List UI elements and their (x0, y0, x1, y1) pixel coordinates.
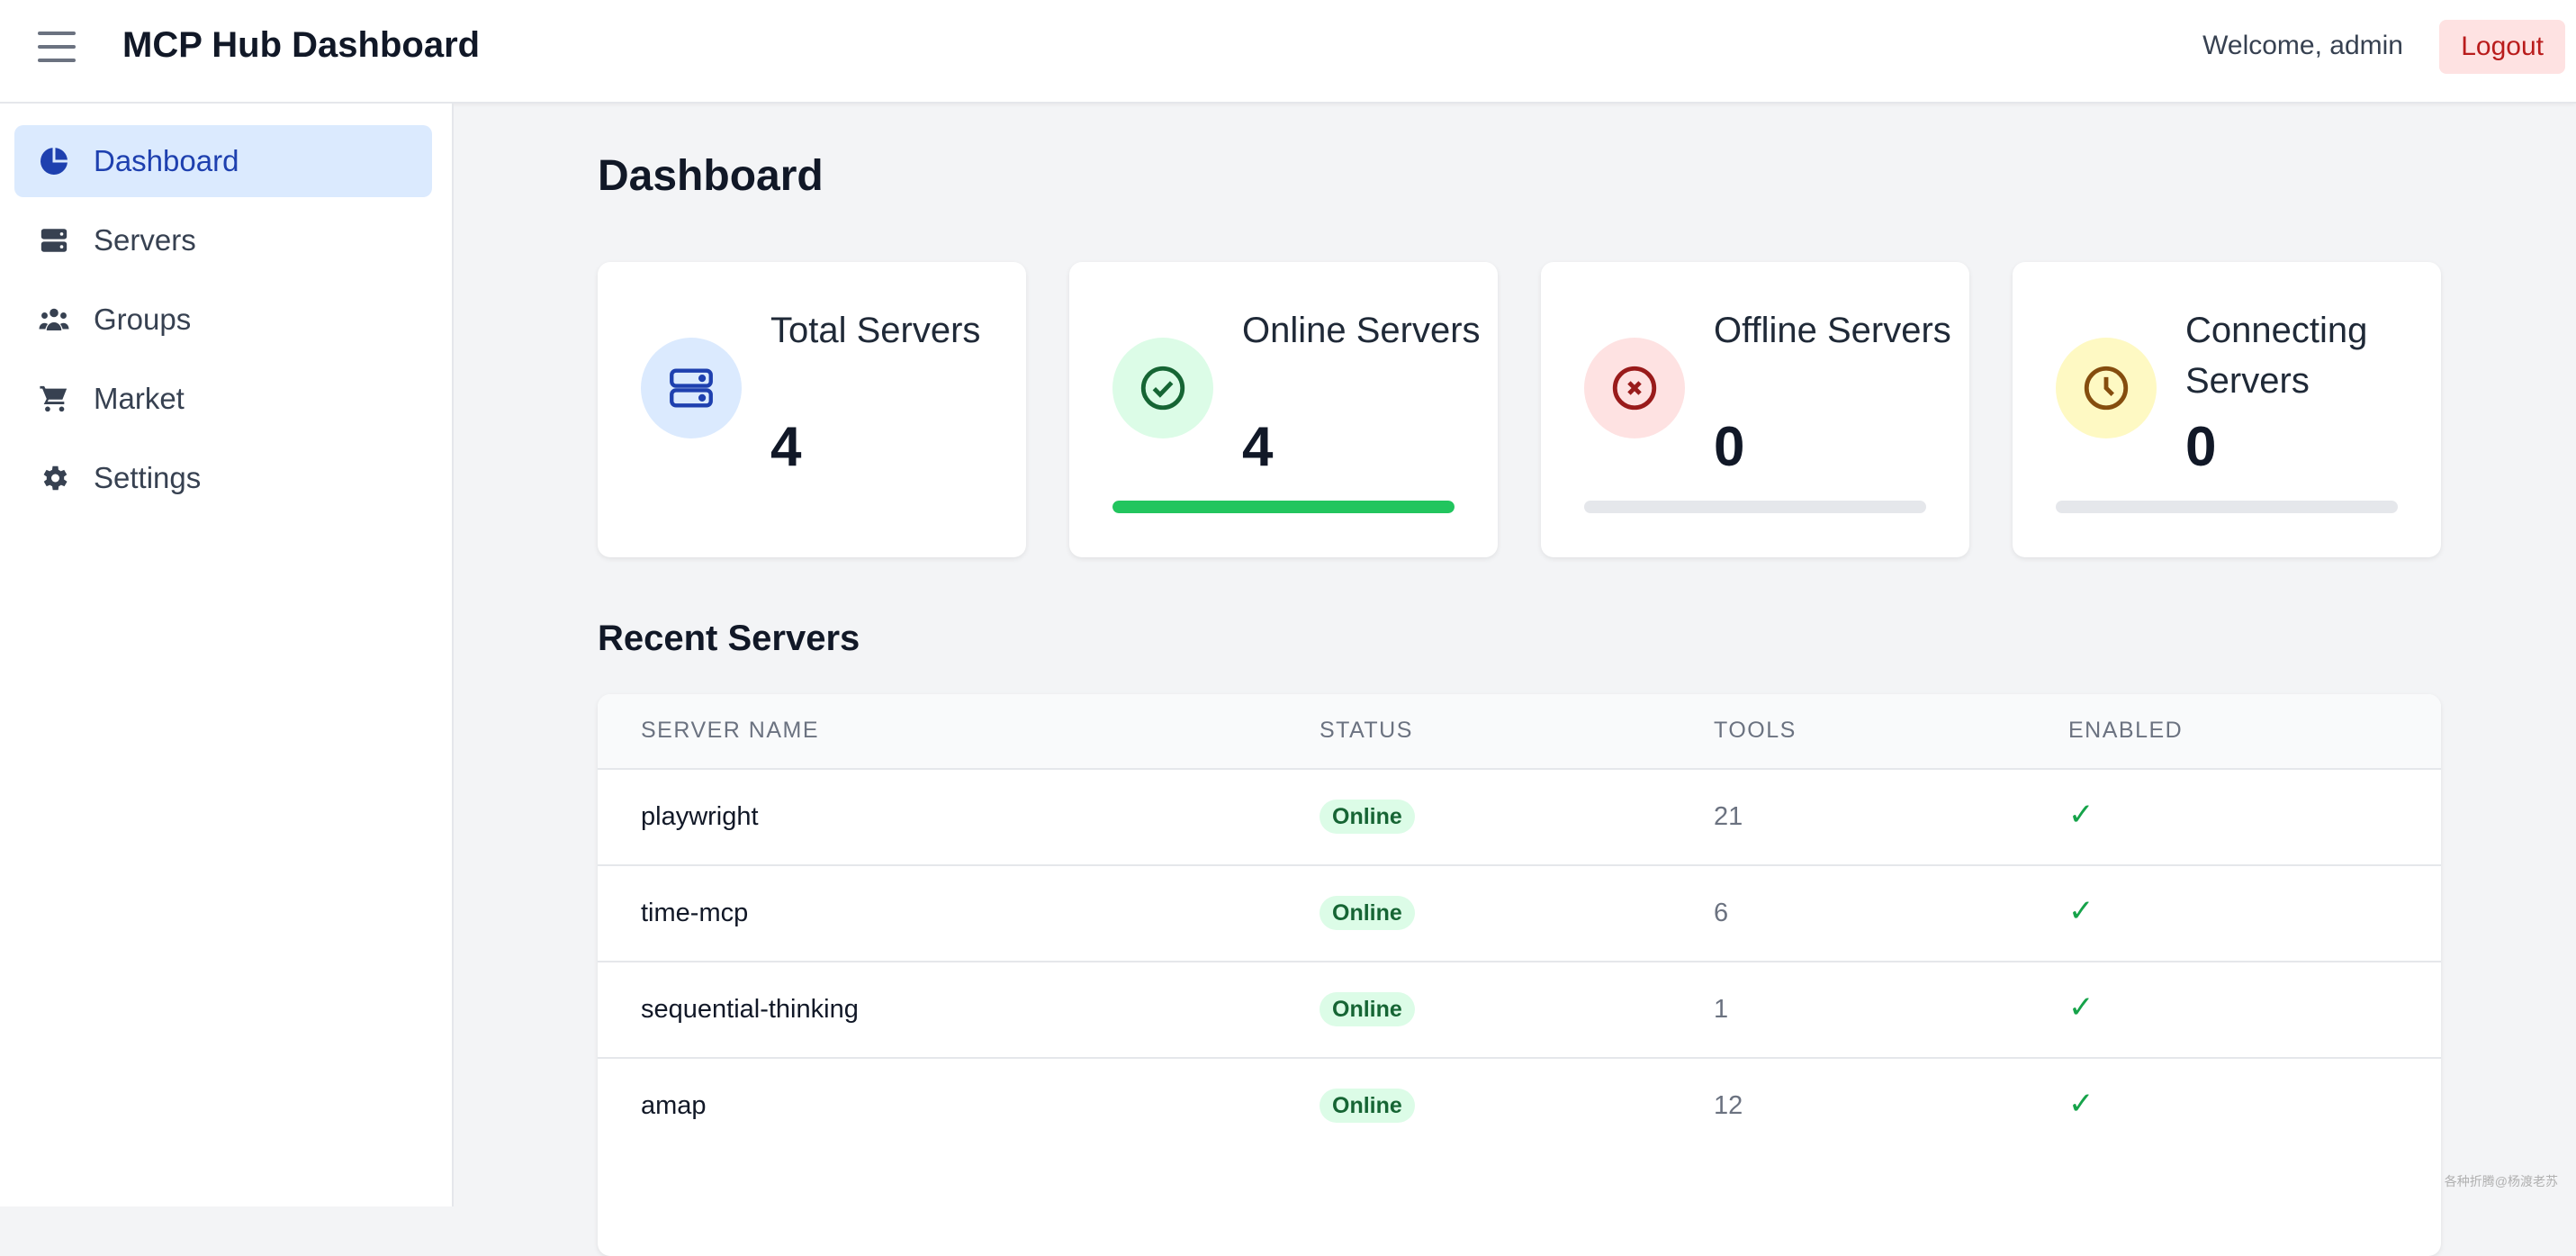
users-icon (36, 302, 72, 338)
sidebar: Dashboard Servers Groups Market Settings (0, 104, 454, 1206)
page-title: Dashboard (598, 152, 824, 200)
check-icon: ✓ (2068, 1086, 2094, 1122)
progress-bar (1584, 501, 1926, 513)
tools-count: 21 (1714, 802, 1743, 831)
stat-card-offline: Offline Servers 0 (1541, 262, 1969, 557)
column-header: STATUS (1320, 718, 1413, 743)
check-circle-icon (1112, 338, 1213, 438)
table-row[interactable]: sequential-thinking Online 1 ✓ (598, 962, 2441, 1059)
tools-count: 1 (1714, 995, 1729, 1024)
server-name: amap (641, 1091, 707, 1120)
top-header: MCP Hub Dashboard Welcome, admin Logout (0, 0, 2576, 104)
sidebar-item-market[interactable]: Market (14, 363, 432, 435)
stat-card-online: Online Servers 4 (1069, 262, 1498, 557)
stat-card-total: Total Servers 4 (598, 262, 1026, 557)
server-name: playwright (641, 802, 759, 831)
tools-count: 12 (1714, 1091, 1743, 1120)
table-row[interactable]: playwright Online 21 ✓ (598, 770, 2441, 866)
column-header: ENABLED (2068, 718, 2184, 743)
column-header: TOOLS (1714, 718, 1797, 743)
stat-card-label: Online Servers (1242, 311, 1481, 350)
sidebar-item-settings[interactable]: Settings (14, 442, 432, 514)
menu-icon[interactable] (38, 32, 76, 64)
x-circle-icon (1584, 338, 1685, 438)
watermark-text: 各种折腾@杨渡老苏 (2444, 1174, 2558, 1188)
status-badge: Online (1320, 800, 1415, 834)
sidebar-item-label: Market (94, 382, 185, 415)
app-title: MCP Hub Dashboard (122, 25, 481, 65)
table-row[interactable]: amap Online 12 ✓ (598, 1059, 2441, 1153)
clock-icon (2056, 338, 2157, 438)
sidebar-item-groups[interactable]: Groups (14, 284, 432, 356)
progress-bar (1112, 501, 1455, 513)
stat-card-value: 4 (770, 416, 802, 478)
check-icon: ✓ (2068, 989, 2094, 1026)
tools-count: 6 (1714, 899, 1729, 927)
progress-bar (2056, 501, 2398, 513)
server-icon (641, 338, 742, 438)
sidebar-item-dashboard[interactable]: Dashboard (14, 125, 432, 197)
status-badge: Online (1320, 992, 1415, 1026)
status-badge: Online (1320, 1089, 1415, 1123)
table-header: SERVER NAME STATUS TOOLS ENABLED (598, 694, 2441, 770)
stat-card-label: Connecting Servers (2185, 311, 2368, 401)
gear-icon (36, 460, 72, 496)
sidebar-item-label: Groups (94, 303, 192, 336)
check-icon: ✓ (2068, 893, 2094, 929)
sidebar-item-label: Dashboard (94, 144, 239, 177)
cart-icon (36, 381, 72, 417)
sidebar-item-label: Settings (94, 461, 202, 494)
server-name: sequential-thinking (641, 995, 859, 1024)
status-badge: Online (1320, 896, 1415, 930)
stat-card-value: 0 (1714, 416, 1745, 478)
main-content: Dashboard Total Servers 4 Online Servers… (454, 104, 2576, 1256)
servers-table: SERVER NAME STATUS TOOLS ENABLED playwri… (598, 694, 2441, 1256)
logout-button[interactable]: Logout (2439, 20, 2565, 74)
progress-bar-fill (1112, 501, 1455, 513)
stat-card-connecting: Connecting Servers 0 (2013, 262, 2441, 557)
column-header: SERVER NAME (641, 718, 820, 743)
stat-card-value: 0 (2185, 416, 2217, 478)
server-name: time-mcp (641, 899, 749, 927)
recent-servers-title: Recent Servers (598, 619, 860, 658)
pie-chart-icon (36, 143, 72, 179)
table-row[interactable]: time-mcp Online 6 ✓ (598, 866, 2441, 962)
stat-card-value: 4 (1242, 416, 1274, 478)
stat-card-label: Total Servers (770, 311, 981, 350)
sidebar-item-servers[interactable]: Servers (14, 204, 432, 276)
check-icon: ✓ (2068, 797, 2094, 833)
welcome-text: Welcome, admin (2202, 31, 2403, 60)
sidebar-item-label: Servers (94, 223, 196, 257)
stat-card-label: Offline Servers (1714, 311, 1951, 350)
server-icon (36, 222, 72, 258)
